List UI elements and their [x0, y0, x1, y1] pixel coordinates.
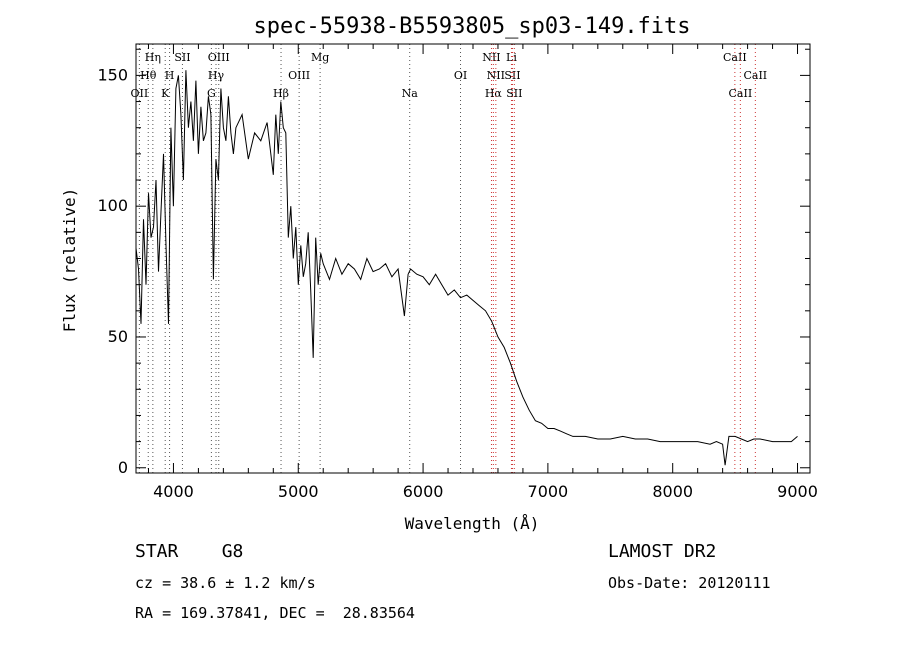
line-label-8: OIII	[208, 51, 230, 64]
y-tick-label-150: 150	[97, 65, 128, 84]
line-label-15: Hα	[485, 87, 503, 100]
line-label-18: SII	[504, 69, 520, 82]
plot-frame	[135, 43, 811, 474]
x-tick-label-9000: 9000	[777, 482, 818, 501]
line-label-4: H	[165, 69, 175, 82]
sky-coordinates: RA = 169.37841, DEC = 28.83564	[135, 604, 415, 622]
spectral-line-markers: OIIHθHηKHSIIGHγOIIIHβOIIIMgNaOINIIHαNIIL…	[131, 44, 767, 473]
line-label-21: CaII	[729, 87, 753, 100]
line-label-9: Hβ	[273, 87, 289, 100]
x-tick-label-6000: 6000	[403, 482, 444, 501]
line-label-5: SII	[174, 51, 190, 64]
chart-title: spec-55938-B5593805_sp03-149.fits	[253, 14, 690, 39]
axis-ticks: 4000 5000 6000 7000 8000 9000 0 50 100 150	[97, 44, 818, 501]
y-axis-label: Flux (relative)	[60, 188, 79, 333]
line-label-13: OI	[454, 69, 467, 82]
y-tick-label-0: 0	[118, 458, 128, 477]
x-tick-label-8000: 8000	[652, 482, 693, 501]
x-tick-label-4000: 4000	[153, 482, 194, 501]
x-tick-label-7000: 7000	[528, 482, 569, 501]
x-axis-label: Wavelength (Å)	[405, 514, 540, 533]
line-label-22: CaII	[743, 69, 767, 82]
line-label-16: NII	[487, 69, 505, 82]
observation-date: Obs-Date: 20120111	[608, 574, 771, 592]
object-class: STAR G8	[135, 541, 244, 562]
line-label-17: Li	[506, 51, 517, 64]
line-label-0: OII	[131, 87, 149, 100]
y-tick-label-100: 100	[97, 196, 128, 215]
x-tick-label-5000: 5000	[278, 482, 319, 501]
line-label-6: G	[207, 87, 216, 100]
line-label-12: Na	[402, 87, 419, 100]
line-label-2: Hη	[145, 51, 161, 64]
y-tick-label-50: 50	[108, 327, 128, 346]
spectrum-chart: spec-55938-B5593805_sp03-149.fits OIIHθH…	[60, 14, 818, 533]
line-label-19: SII	[506, 87, 522, 100]
line-label-10: OIII	[288, 69, 310, 82]
spectrum-line	[135, 70, 798, 466]
line-label-7: Hγ	[208, 69, 225, 82]
redshift-velocity: cz = 38.6 ± 1.2 km/s	[135, 574, 316, 592]
line-label-14: NII	[482, 51, 500, 64]
line-label-11: Mg	[311, 51, 329, 64]
line-label-20: CaII	[723, 51, 747, 64]
survey-name: LAMOST DR2	[608, 541, 717, 562]
line-label-3: K	[161, 87, 170, 100]
